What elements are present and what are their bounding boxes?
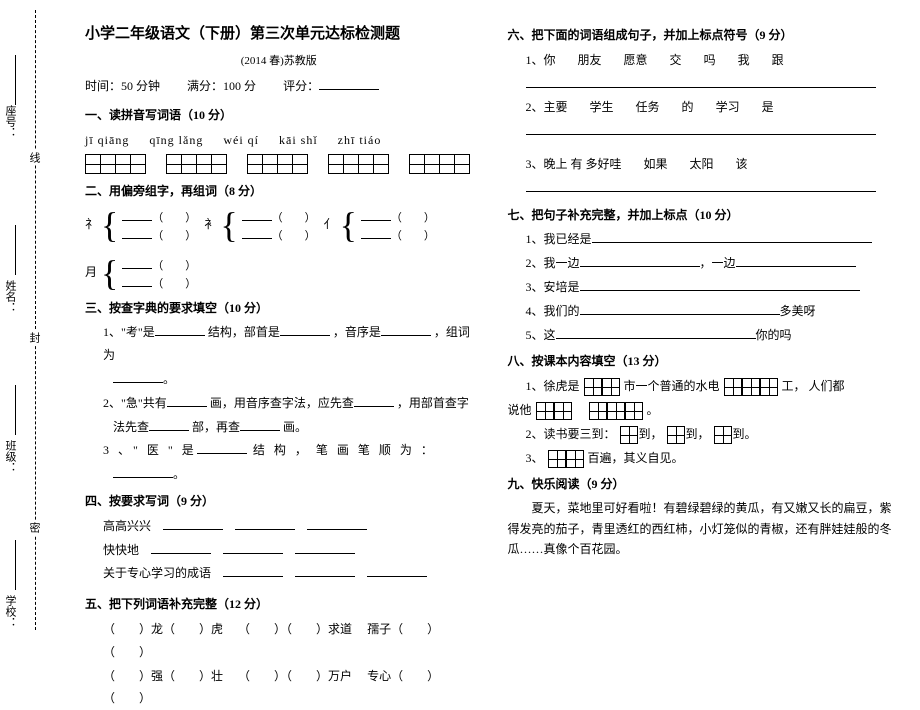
mark-1: 线 [26, 150, 42, 165]
s8-p1: 1、徐虎是 市一个普通的水电 工， 人们都 [508, 375, 896, 398]
line-name [15, 225, 16, 275]
s3-q2: 2、"急"共有 画，用音序查字法，应先查 ，用部首查字 [85, 392, 473, 415]
s5-r1: （ ）龙（ ）虎 （ ）（ ）求道 孺子（ ）（ ） [85, 618, 473, 664]
label-school: 学校： [2, 595, 18, 628]
rad1: 礻 [85, 213, 97, 236]
mark-2: 封 [26, 330, 42, 345]
line-school [15, 540, 16, 590]
boxgrid [409, 154, 470, 174]
pinyin-row: jī qiāng qīng lǎng wéi qí kāi shǐ zhī ti… [85, 129, 473, 152]
boxgrid [247, 154, 308, 174]
s1-heading: 一、读拼音写词语（10 分） [85, 104, 473, 127]
boxes-row [85, 154, 473, 174]
s3-heading: 三、按查字典的要求填空（10 分） [85, 297, 473, 320]
s5-heading: 五、把下列词语补充完整（12 分） [85, 593, 473, 616]
py5: zhī tiáo [338, 129, 382, 152]
py3: wéi qí [223, 129, 259, 152]
boxgrid [328, 154, 389, 174]
s8-p1b: 说他 。 [508, 399, 896, 422]
s4-heading: 四、按要求写词（9 分） [85, 490, 473, 513]
s3-q1: 1、"考"是 结构，部首是 ，音序是 ，组词为 [85, 321, 473, 367]
s6-heading: 六、把下面的词语组成句子，并加上标点符号（9 分） [508, 24, 896, 47]
s7-heading: 七、把句子补充完整，并加上标点（10 分） [508, 204, 896, 227]
dash-line [35, 10, 36, 630]
brace-1: 礻{ （ ）（ ） [85, 207, 196, 243]
rad2: 衤 [204, 213, 216, 236]
label-name: 姓名： [2, 280, 18, 313]
meta-time: 时间：50 分钟 [85, 79, 160, 93]
left-column: 小学二年级语文（下册）第三次单元达标检测题 (2014 春)苏教版 时间：50 … [85, 20, 473, 630]
brace-3: 亻{ （ ）（ ） [324, 207, 435, 243]
py4: kāi shǐ [279, 129, 318, 152]
s8-p3: 3、 百遍，其义自见。 [508, 447, 896, 470]
mark-3: 密 [26, 520, 42, 535]
py2: qīng lǎng [149, 129, 203, 152]
s5-r2: （ ）强（ ）壮 （ ）（ ）万户 专心（ ）（ ） [85, 665, 473, 710]
blank [319, 76, 379, 90]
label-seat: 座号： [2, 105, 18, 138]
py1: jī qiāng [85, 129, 129, 152]
right-column: 六、把下面的词语组成句子，并加上标点符号（9 分） 1、你朋友愿意交吗我跟 2、… [508, 20, 896, 630]
label-class: 班级： [2, 440, 18, 473]
s2-heading: 二、用偏旁组字，再组词（8 分） [85, 180, 473, 203]
s6-r1: 1、你朋友愿意交吗我跟 [508, 49, 896, 72]
boxgrid [166, 154, 227, 174]
brace-4: 月{ （ ）（ ） [85, 255, 196, 291]
s8-heading: 八、按课本内容填空（13 分） [508, 350, 896, 373]
page-title: 小学二年级语文（下册）第三次单元达标检测题 [85, 20, 473, 49]
s6-r2: 2、主要学生任务的学习是 [508, 96, 896, 119]
boxgrid [85, 154, 146, 174]
line-class [15, 385, 16, 435]
s9-heading: 九、快乐阅读（9 分） [508, 473, 896, 496]
page-subtitle: (2014 春)苏教版 [85, 51, 473, 72]
line-seat [15, 55, 16, 105]
rad4: 月 [85, 261, 97, 284]
content-columns: 小学二年级语文（下册）第三次单元达标检测题 (2014 春)苏教版 时间：50 … [70, 0, 920, 640]
rad3: 亻 [324, 213, 336, 236]
s6-r3: 3、晚上 有 多好哇如果太阳该 [508, 153, 896, 176]
meta-score: 评分： [283, 79, 319, 93]
brace-2: 衤{ （ ）（ ） [204, 207, 315, 243]
s2-row: 礻{ （ ）（ ） 衤{ （ ）（ ） 亻{ （ ）（ ） 月{ （ ）（ ） [85, 205, 473, 293]
meta-line: 时间：50 分钟 满分：100 分 评分： [85, 75, 473, 98]
s8-p2: 2、读书要三到： 到， 到， 到。 [508, 423, 896, 446]
s3-q3: 3 、" 医 " 是 结 构 ， 笔 画 笔 顺 为 ： [85, 439, 473, 462]
s9-para: 夏天，菜地里可好看啦！有碧绿碧绿的黄瓜，有又嫩又长的扁豆，紫得发亮的茄子，青里透… [508, 498, 896, 559]
exam-sheet: 线 封 密 座号： 姓名： 班级： 学校： 小学二年级语文（下册）第三次单元达标… [0, 0, 920, 640]
binding-margin: 线 封 密 座号： 姓名： 班级： 学校： [0, 0, 70, 640]
meta-full: 满分：100 分 [187, 79, 256, 93]
